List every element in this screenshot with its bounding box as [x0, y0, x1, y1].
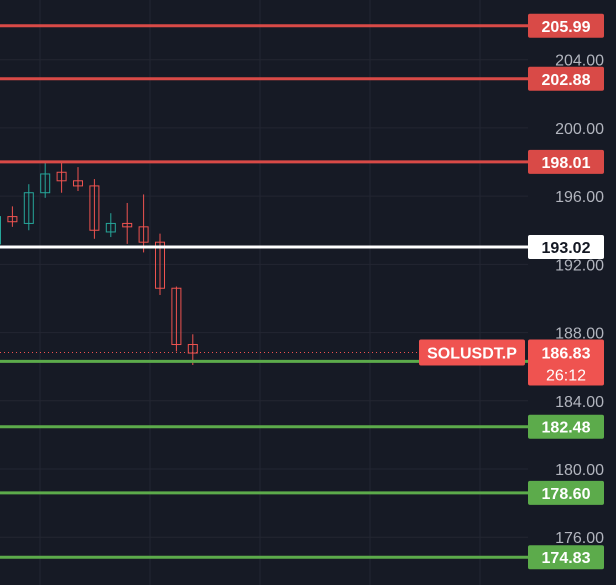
countdown-text: 26:12: [546, 368, 586, 385]
price-tick-label: 200.00: [555, 121, 604, 138]
candle-body: [0, 216, 1, 245]
level-label-text: 198.01: [542, 155, 591, 172]
price-tick-label: 180.00: [555, 462, 604, 479]
level-label-resistance: 198.01: [528, 149, 604, 174]
grid-lines: [0, 0, 528, 585]
candle-body: [105, 222, 116, 233]
price-axis[interactable]: 176.00 180.00 184.00 188.00 192.00 196.00 200.…: [555, 53, 604, 548]
price-tick-label: 176.00: [555, 530, 604, 547]
level-label-box: [528, 480, 604, 505]
symbol-tag: SOLUSDT.P: [419, 339, 525, 366]
level-label-box: [528, 234, 604, 259]
level-label-support: 178.60: [528, 480, 604, 505]
level-label-resistance: 205.99: [528, 13, 604, 38]
current-price-tag: 186.83 26:12: [528, 339, 604, 386]
price-tick-label: 184.00: [555, 394, 604, 411]
candle: [138, 194, 149, 253]
level-label-text: 182.48: [542, 420, 591, 437]
level-label-text: 174.83: [542, 550, 591, 567]
level-label-support: 182.48: [528, 414, 604, 439]
level-label-box: [528, 149, 604, 174]
candle: [187, 334, 198, 365]
symbol-tag-box: [419, 339, 525, 366]
price-tick-label: 188.00: [555, 326, 604, 343]
candle-body: [73, 180, 83, 187]
level-label-box: [528, 545, 604, 570]
candle: [89, 179, 100, 239]
candle: [105, 213, 116, 238]
level-label-box: [528, 66, 604, 91]
current-price-box: [528, 339, 604, 386]
candle: [0, 216, 1, 245]
candles: [0, 162, 198, 365]
level-label-support: 174.83: [528, 545, 604, 570]
level-label-resistance: 202.88: [528, 66, 604, 91]
price-tick-label: 192.00: [555, 257, 604, 274]
price-tick-label: 196.00: [555, 189, 604, 206]
current-price-text: 186.83: [542, 346, 591, 363]
level-label-pivot: 193.02: [528, 234, 604, 259]
symbol-tag-text: SOLUSDT.P: [427, 346, 517, 363]
candle: [56, 162, 67, 193]
candle-body: [56, 171, 67, 182]
candle-body: [89, 185, 100, 231]
candle: [23, 184, 34, 231]
candle-body: [23, 192, 34, 224]
candle-body: [171, 287, 182, 346]
candle: [155, 233, 165, 296]
candle: [122, 202, 133, 244]
candle-body: [122, 222, 133, 228]
level-labels: 205.99202.88198.01193.02186.31182.48178.…: [419, 13, 604, 570]
candle: [40, 162, 51, 198]
candle-body: [40, 173, 51, 194]
candle-body: [7, 216, 18, 223]
level-label-text: 205.99: [542, 19, 591, 36]
level-label-text: 202.88: [542, 72, 591, 89]
level-label-box: [528, 414, 604, 439]
level-label-box: [528, 13, 604, 38]
level-label-text: 193.02: [542, 240, 591, 257]
candle-body: [155, 241, 165, 289]
candle: [171, 286, 182, 352]
candle-body: [138, 226, 149, 243]
candle-body: [187, 344, 198, 354]
price-tick-label: 204.00: [555, 53, 604, 70]
level-label-text: 178.60: [542, 486, 591, 503]
candle: [73, 167, 83, 192]
candle: [7, 206, 18, 227]
